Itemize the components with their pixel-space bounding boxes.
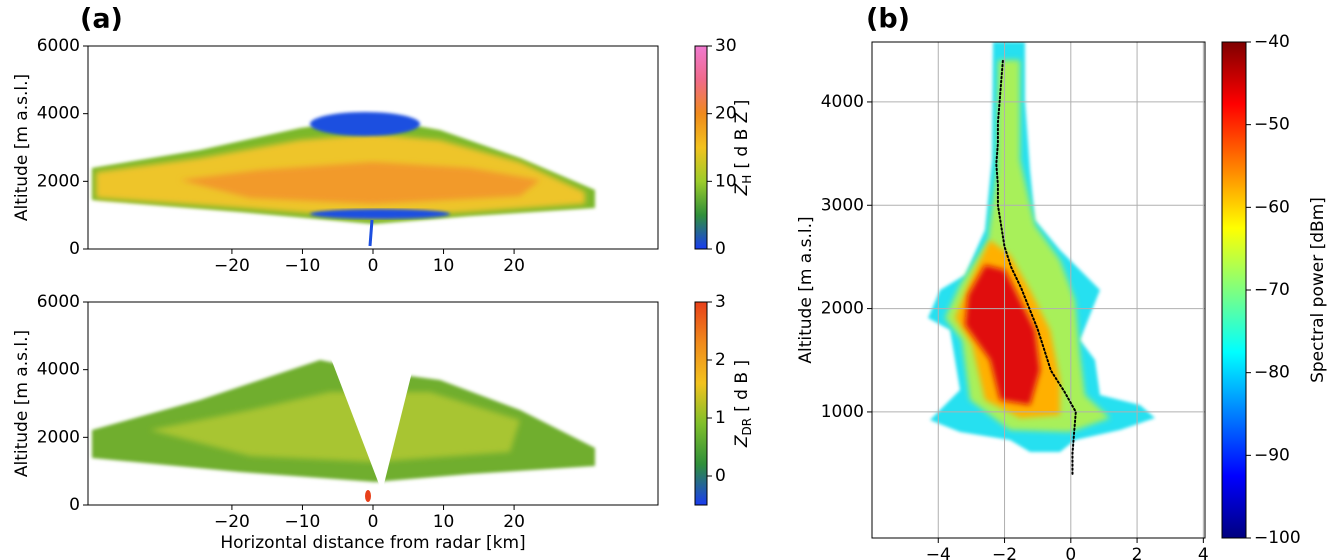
y-tick-label: 2000 xyxy=(37,171,80,191)
zh-field xyxy=(92,112,595,247)
colorbar-tick-label: −100 xyxy=(1254,528,1301,548)
panel-title: (a) xyxy=(80,4,123,35)
colorbar-tick-label: −40 xyxy=(1254,32,1290,52)
y-axis-label: Altitude [m a.s.l.] xyxy=(12,330,32,477)
x-tick-label: 0 xyxy=(368,512,379,532)
x-tick-label: 20 xyxy=(503,512,525,532)
colorbar-tick-label: 0 xyxy=(715,466,726,486)
plot-frame xyxy=(871,41,1206,539)
y-tick-label: 1000 xyxy=(821,402,864,422)
x-tick-label: −2 xyxy=(992,545,1017,560)
colorbar-tick-label: −50 xyxy=(1254,115,1290,135)
y-tick-label: 4000 xyxy=(37,104,80,124)
y-tick-label: 2000 xyxy=(821,299,864,319)
zdr-field xyxy=(92,302,595,502)
x-tick-label: −10 xyxy=(285,256,321,276)
colorbar-tick-label: −90 xyxy=(1254,445,1290,465)
x-tick-label: −10 xyxy=(285,512,321,532)
colorbar-label-sub: DR xyxy=(740,418,754,436)
y-tick-label: 4000 xyxy=(37,360,80,380)
colorbar-label-main: Z xyxy=(732,183,752,196)
colorbar xyxy=(694,45,708,250)
x-tick-label: −20 xyxy=(214,256,250,276)
x-tick-label: 10 xyxy=(433,256,455,276)
colorbar-label-main: Z xyxy=(732,435,752,448)
x-tick-label: 20 xyxy=(503,256,525,276)
colorbar-tick-label: −60 xyxy=(1254,197,1290,217)
x-axis-label: Horizontal distance from radar [km] xyxy=(220,533,525,553)
y-axis-label: Altitude [m a.s.l.] xyxy=(796,216,816,363)
y-tick-label: 6000 xyxy=(37,36,80,56)
x-tick-label: 0 xyxy=(368,256,379,276)
x-tick-label: 4 xyxy=(1198,545,1209,560)
x-tick-label: 10 xyxy=(433,512,455,532)
plot-frame xyxy=(87,45,659,250)
spectrum-field xyxy=(928,42,1155,452)
colorbar-label-unit: [ d B ] xyxy=(732,360,752,412)
colorbar-tick-label: −70 xyxy=(1254,280,1290,300)
colorbar-label: Spectral power [dBm] xyxy=(1308,197,1328,383)
colorbar-tick-label: 0 xyxy=(715,239,726,259)
y-tick-label: 0 xyxy=(69,239,80,259)
colorbar-tick-label: 20 xyxy=(715,104,737,124)
plot-frame xyxy=(87,301,659,506)
y-tick-label: 6000 xyxy=(37,292,80,312)
mean-velocity xyxy=(995,59,1077,475)
colorbar-tick-label: 2 xyxy=(715,350,726,370)
colorbar-tick-label: 10 xyxy=(715,171,737,191)
colorbar xyxy=(1221,41,1247,539)
x-tick-label: 2 xyxy=(1132,545,1143,560)
y-tick-label: 0 xyxy=(69,495,80,515)
colorbar-label: ZDR [ d B ] xyxy=(732,360,754,448)
colorbar-label-sub: H xyxy=(740,175,754,184)
y-tick-label: 3000 xyxy=(821,195,864,215)
colorbar-tick-label: 1 xyxy=(715,408,726,428)
colorbar-tick-label: 30 xyxy=(715,36,737,56)
y-tick-label: 2000 xyxy=(37,427,80,447)
colorbar-tick-label: −80 xyxy=(1254,363,1290,383)
panel-title: (b) xyxy=(866,4,910,35)
x-tick-label: −4 xyxy=(926,545,951,560)
colorbar xyxy=(694,301,708,506)
x-tick-label: −20 xyxy=(214,512,250,532)
y-axis-label: Altitude [m a.s.l.] xyxy=(12,74,32,221)
y-tick-label: 4000 xyxy=(821,92,864,112)
colorbar-label: ZH [ d B Z ] xyxy=(732,100,754,197)
colorbar-tick-label: 3 xyxy=(715,292,726,312)
colorbar-label-unit: [ d B Z ] xyxy=(732,100,752,169)
x-tick-label: 0 xyxy=(1065,545,1076,560)
